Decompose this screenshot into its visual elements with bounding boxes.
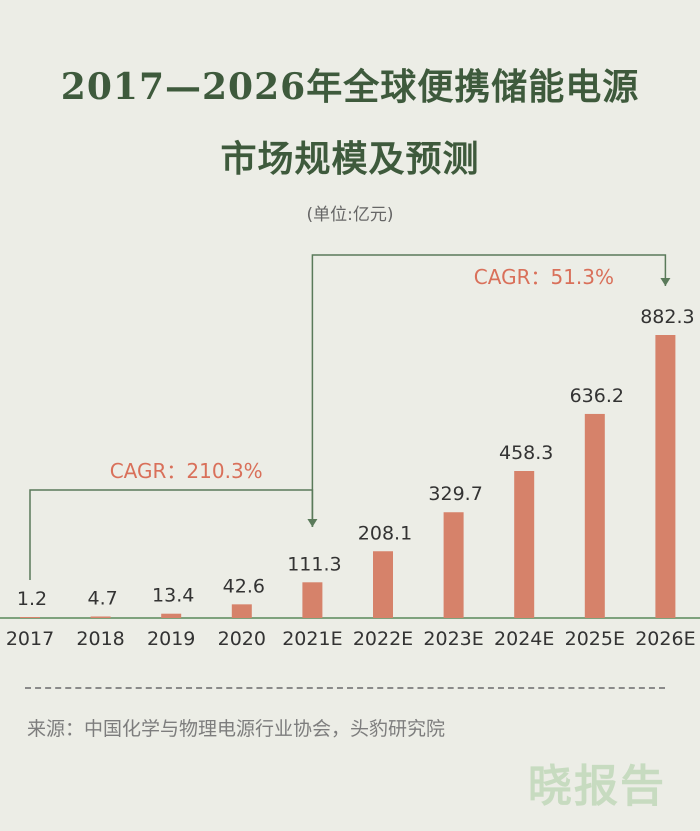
value-label-2026E: 882.3 xyxy=(640,306,694,328)
cagr-label-1: CAGR：210.3% xyxy=(110,459,263,483)
bar-2025E xyxy=(584,413,605,618)
x-tick-label-2024E: 2024E xyxy=(494,628,554,650)
bar-2019 xyxy=(161,613,182,618)
x-tick-label-2018: 2018 xyxy=(76,628,124,650)
bar-2020 xyxy=(231,604,252,618)
bar-chart: 1.2 2017 4.7 2018 13.4 2019 42.6 2020 111.3 2021E… xyxy=(0,254,700,650)
x-tick-label-2026E: 2026E xyxy=(635,628,695,650)
value-label-2018: 4.7 xyxy=(87,587,117,609)
bar-2018 xyxy=(90,616,111,618)
dashed-divider xyxy=(25,687,665,689)
bar-2021E xyxy=(302,582,323,618)
bar-2017 xyxy=(20,617,40,618)
x-tick-label-2017: 2017 xyxy=(6,628,54,650)
x-tick-label-2022E: 2022E xyxy=(353,628,413,650)
cagr-label-2: CAGR：51.3% xyxy=(474,265,614,289)
cagr-arrow-2 xyxy=(660,278,671,286)
bar-2022E xyxy=(373,551,393,618)
bar-2026E xyxy=(655,335,676,618)
value-label-2024E: 458.3 xyxy=(499,442,553,464)
value-label-2019: 13.4 xyxy=(152,585,194,607)
value-label-2017: 1.2 xyxy=(17,588,47,610)
chart-title-line1: 2017—2026年全球便携储能电源 xyxy=(60,66,640,108)
chart-title-line2: 市场规模及预测 xyxy=(220,138,480,180)
value-label-2021E: 111.3 xyxy=(287,553,341,575)
value-label-2022E: 208.1 xyxy=(358,522,412,544)
bar-2024E xyxy=(514,470,535,618)
x-tick-label-2023E: 2023E xyxy=(423,628,483,650)
x-tick-label-2025E: 2025E xyxy=(565,628,625,650)
value-label-2025E: 636.2 xyxy=(570,385,624,407)
watermark-logo: 晓报告 xyxy=(528,761,666,812)
x-tick-label-2020: 2020 xyxy=(218,628,266,650)
value-label-2023E: 329.7 xyxy=(428,483,482,505)
x-tick-label-2019: 2019 xyxy=(147,628,195,650)
value-label-2020: 42.6 xyxy=(223,575,265,597)
x-tick-label-2021E: 2021E xyxy=(282,628,342,650)
cagr-bracket-2 xyxy=(311,254,667,527)
cagr-bracket-1 xyxy=(29,489,314,580)
source-note: 来源：中国化学与物理电源行业协会，头豹研究院 xyxy=(27,718,446,740)
unit-label: (单位:亿元) xyxy=(306,205,394,225)
bar-2023E xyxy=(443,512,464,618)
